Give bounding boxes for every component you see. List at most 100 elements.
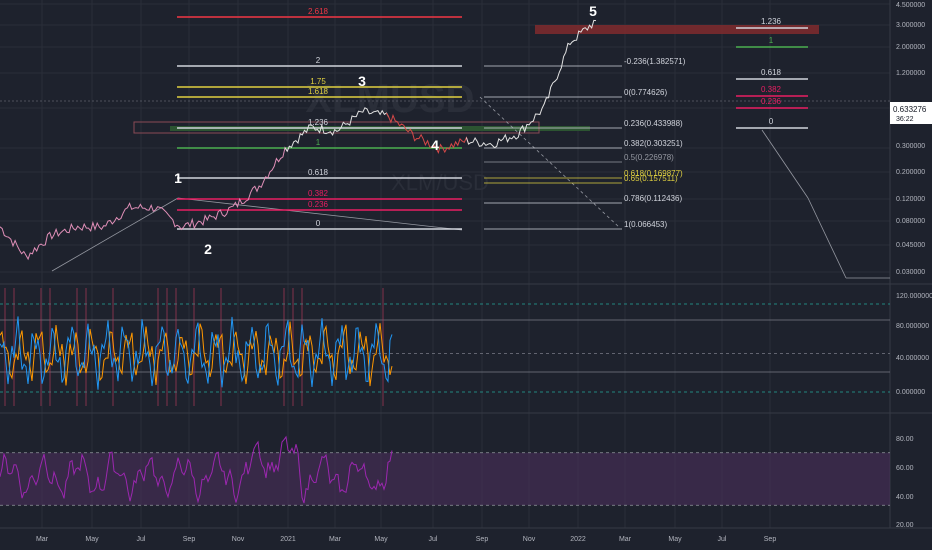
fib-level-label: 0.236(0.433988) [624, 119, 683, 128]
wave-labels: 1 2 3 4 5 [174, 3, 597, 257]
axis-layer: 4.500000 3.000000 2.000000 1.200000 0.300000… [36, 2, 932, 543]
price-axis-label: 0.045000 [896, 242, 925, 249]
wave-label: 5 [589, 3, 597, 19]
wave-label: 3 [358, 73, 366, 89]
trend-line-dashed[interactable] [479, 96, 621, 229]
osc-signal-bar [220, 288, 222, 406]
fib-level-label: 0.786(0.112436) [624, 194, 682, 203]
fib-level-label: 1(0.066453) [624, 220, 667, 229]
rsi-axis-label: 40.00 [896, 494, 914, 501]
price-layer [0, 19, 597, 261]
time-axis-label: Nov [523, 536, 536, 543]
fib-level-label: 0.236 [308, 200, 329, 209]
time-axis-label: Mar [36, 536, 49, 543]
osc-signal-bar [76, 288, 78, 406]
resistance-zone[interactable] [535, 25, 819, 34]
osc-signal-bar [13, 288, 15, 406]
time-axis-label: Sep [476, 536, 489, 543]
osc-signal-bar [283, 288, 285, 406]
osc-signal-bar [166, 288, 168, 406]
time-axis-label: Mar [619, 536, 632, 543]
current-price-marker[interactable] [890, 102, 932, 124]
time-axis-label: Nov [232, 536, 245, 543]
trend-line[interactable] [177, 197, 463, 231]
rsi-layer [0, 435, 890, 506]
trend-line[interactable] [51, 197, 179, 272]
price-axis-label: 0.080000 [896, 218, 925, 225]
drawings-layer [0, 16, 890, 279]
rsi-axis-label: 60.00 [896, 465, 914, 472]
time-axis-label: Mar [329, 536, 342, 543]
time-axis-label: May [374, 536, 388, 543]
wave-label: 4 [431, 137, 439, 153]
osc-signal-bar [157, 288, 159, 406]
fib-level-label: -0.236(1.382571) [624, 57, 686, 66]
osc-line-orange [0, 321, 393, 387]
price-axis-label: 2.000000 [896, 44, 925, 51]
price-line-segment [465, 19, 597, 149]
fib-level-label: 0.618(0.169877) [624, 169, 683, 178]
time-axis-label: Sep [183, 536, 196, 543]
osc-signal-bar [193, 288, 195, 406]
osc-signal-bar [292, 288, 294, 406]
fib-level-label: 1.236 [761, 17, 782, 26]
price-axis-label: 0.200000 [896, 169, 925, 176]
fib-level-label: 1 [769, 36, 774, 45]
fib-level-label: 0.382 [308, 189, 329, 198]
watermark-pair: XLM/USD [391, 170, 489, 195]
time-axis-label: Jul [718, 536, 727, 543]
osc-axis-label: 0.000000 [896, 389, 925, 396]
fib-level-label: 2.618 [308, 7, 329, 16]
fib-level-label: 0 [769, 117, 774, 126]
fib-level-label: 0(0.774626) [624, 88, 667, 97]
time-axis-label: 2021 [280, 536, 296, 543]
time-axis-label: May [85, 536, 99, 543]
price-axis-label: 0.300000 [896, 143, 925, 150]
osc-axis-label: 40.000000 [896, 355, 929, 362]
current-price-label: 0.633276 [893, 105, 927, 114]
wave-label: 2 [204, 241, 212, 257]
fib-level-label: 1.75 [310, 77, 326, 86]
time-axis-label: Sep [764, 536, 777, 543]
osc-signal-bar [40, 288, 42, 406]
countdown-label: 36:22 [896, 116, 914, 123]
price-axis-label: 0.120000 [896, 196, 925, 203]
fib-level-label: 0.382 [761, 85, 782, 94]
fib-level-label: 0.618 [761, 68, 782, 77]
price-axis-label: 3.000000 [896, 22, 925, 29]
osc-line-blue [0, 316, 393, 390]
time-axis-label: Jul [137, 536, 146, 543]
time-axis-label: May [668, 536, 682, 543]
range-box[interactable] [133, 121, 540, 134]
fib-level-label: 2 [316, 56, 321, 65]
oscillator-layer [0, 288, 890, 406]
fib-level-label: 0.5(0.226978) [624, 153, 674, 162]
fib-level-label: 1.618 [308, 87, 329, 96]
fib-level-label: 1 [316, 138, 321, 147]
watermark-symbol: XLMUSD [306, 77, 475, 121]
price-axis-label: 1.200000 [896, 70, 925, 77]
price-line-segment [386, 112, 470, 154]
time-axis-label: Jul [429, 536, 438, 543]
osc-axis-label: 80.000000 [896, 323, 929, 330]
rsi-axis-label: 20.00 [896, 522, 914, 529]
fib-level-label: 0.382(0.303251) [624, 139, 683, 148]
fib-level-label: 0.236 [761, 97, 782, 106]
osc-axis-label: 120.000000 [896, 293, 932, 300]
fib-level-label: 0 [316, 219, 321, 228]
rsi-band [0, 452, 890, 506]
fib-level-label: 1.236 [308, 118, 329, 127]
fib-level-label: 0.618 [308, 168, 329, 177]
rsi-line [0, 435, 393, 504]
projection-line[interactable] [807, 197, 847, 279]
price-axis-label: 4.500000 [896, 2, 925, 9]
price-axis-label: 0.030000 [896, 269, 925, 276]
projection-line[interactable] [761, 129, 809, 199]
time-axis-label: 2022 [570, 536, 586, 543]
price-line-segment [284, 107, 390, 153]
price-line-segment [0, 145, 290, 261]
fib-labels: 2.618 2 1.751.618 1.236 1 0.618 0.382 0.236 0 -0.… [308, 7, 782, 229]
rsi-axis-label: 80.00 [896, 436, 914, 443]
osc-signal-bar [301, 288, 303, 406]
